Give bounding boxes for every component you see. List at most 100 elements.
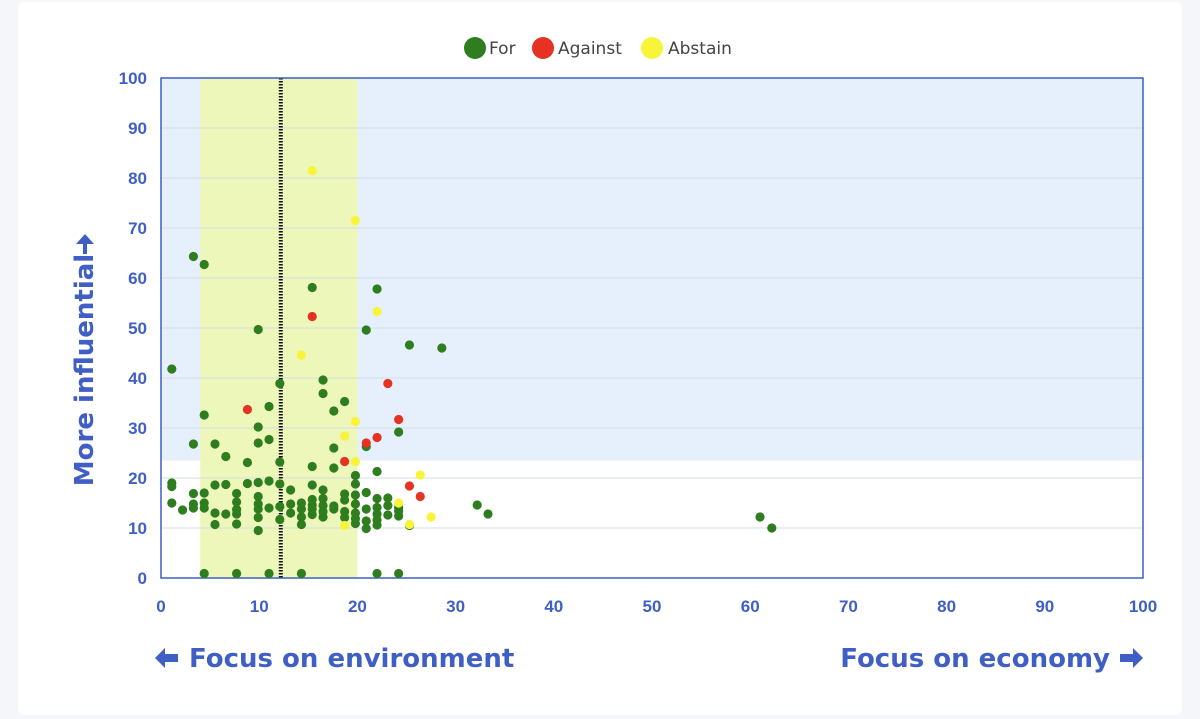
point-for[interactable] [372,493,382,504]
point-for[interactable] [253,477,263,488]
point-for[interactable] [340,495,350,505]
legend-item-against[interactable]: Against [532,37,622,59]
point-for[interactable] [307,461,317,472]
point-for[interactable] [318,485,328,495]
point-for[interactable] [318,493,328,504]
point-for[interactable] [253,422,263,432]
point-for[interactable] [232,519,242,529]
point-for[interactable] [264,401,274,412]
point-against[interactable] [307,311,317,322]
point-for[interactable] [188,439,199,449]
point-against[interactable] [404,481,415,491]
point-for[interactable] [318,375,328,385]
point-for[interactable] [167,481,177,492]
point-for[interactable] [329,504,339,514]
point-for[interactable] [361,325,371,335]
point-against[interactable] [415,491,425,502]
point-against[interactable] [394,414,404,425]
point-for[interactable] [350,470,361,481]
point-for[interactable] [394,427,404,437]
point-for[interactable] [372,502,382,513]
point-for[interactable] [264,434,274,445]
point-for[interactable] [199,503,209,513]
point-for[interactable] [372,466,382,477]
point-for[interactable] [286,499,296,509]
point-abstain[interactable] [404,519,415,530]
point-for[interactable] [188,488,199,499]
point-for[interactable] [199,568,209,579]
point-for[interactable] [383,500,393,511]
point-abstain[interactable] [426,512,436,522]
point-abstain[interactable] [372,306,382,317]
point-for[interactable] [350,479,361,489]
point-for[interactable] [253,525,263,536]
point-for[interactable] [232,509,242,519]
point-for[interactable] [307,480,317,490]
point-for[interactable] [199,410,209,420]
point-for[interactable] [232,568,242,579]
point-for[interactable] [253,504,263,514]
point-for[interactable] [296,568,307,579]
point-for[interactable] [361,504,371,514]
point-abstain[interactable] [350,456,361,467]
point-for[interactable] [264,476,274,486]
point-for[interactable] [329,406,339,416]
point-for[interactable] [383,493,393,503]
point-for[interactable] [296,512,307,522]
point-for[interactable] [372,568,382,579]
point-for[interactable] [307,509,317,520]
point-for[interactable] [361,487,371,498]
point-for[interactable] [188,251,199,262]
point-for[interactable] [361,523,371,534]
point-for[interactable] [329,463,339,473]
point-for[interactable] [242,457,253,468]
point-abstain[interactable] [415,470,425,480]
point-for[interactable] [383,510,393,520]
point-for[interactable] [318,388,328,399]
point-for[interactable] [404,340,415,350]
point-abstain[interactable] [394,498,404,508]
point-abstain[interactable] [307,165,317,176]
point-for[interactable] [329,443,339,453]
point-for[interactable] [275,479,285,489]
point-for[interactable] [350,518,361,529]
point-for[interactable] [340,512,350,523]
point-for[interactable] [253,512,263,523]
point-for[interactable] [318,512,328,522]
point-for[interactable] [232,488,242,499]
point-for[interactable] [472,500,482,510]
legend-item-for[interactable]: For [464,37,516,59]
point-for[interactable] [361,516,371,526]
point-for[interactable] [394,568,404,579]
point-for[interactable] [199,488,209,498]
point-for[interactable] [178,505,188,515]
point-for[interactable] [210,439,220,449]
point-for[interactable] [372,520,382,530]
point-against[interactable] [361,438,371,448]
point-for[interactable] [264,568,274,579]
point-against[interactable] [372,432,382,443]
point-for[interactable] [253,324,263,335]
point-for[interactable] [437,343,447,353]
point-for[interactable] [232,497,242,507]
point-abstain[interactable] [350,215,361,226]
point-for[interactable] [199,259,209,270]
point-for[interactable] [275,514,285,525]
point-abstain[interactable] [340,431,350,441]
point-against[interactable] [242,404,253,415]
point-for[interactable] [307,282,317,293]
point-abstain[interactable] [296,350,307,360]
point-for[interactable] [286,485,296,495]
point-for[interactable] [242,478,253,489]
point-for[interactable] [264,503,274,513]
point-for[interactable] [275,378,285,389]
point-for[interactable] [210,480,220,490]
point-for[interactable] [167,364,177,374]
point-for[interactable] [275,457,285,467]
point-for[interactable] [167,498,177,508]
point-for[interactable] [372,284,382,294]
point-for[interactable] [221,509,231,519]
point-for[interactable] [221,451,231,462]
point-for[interactable] [296,504,307,514]
point-for[interactable] [296,519,307,530]
